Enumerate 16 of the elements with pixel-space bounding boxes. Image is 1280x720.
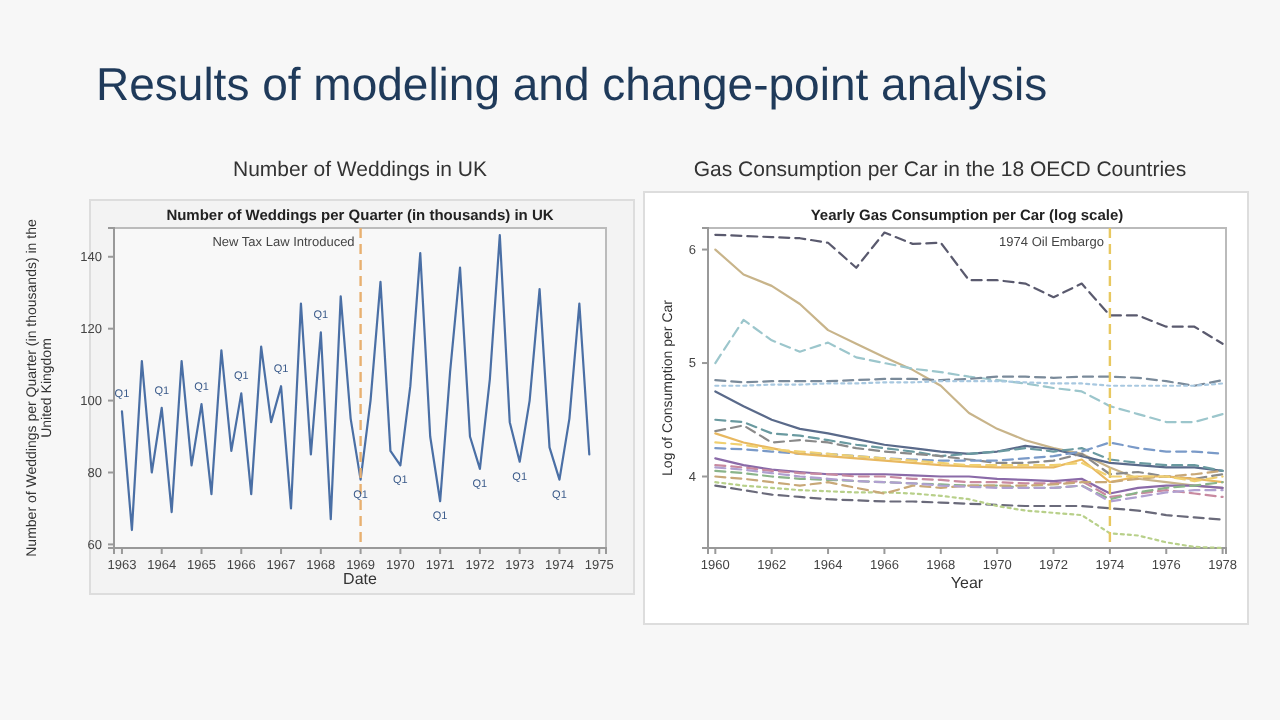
line-series — [714, 418, 1224, 472]
line-series — [714, 457, 1224, 495]
line-series — [714, 432, 1224, 484]
line-series — [714, 481, 1224, 550]
line-series — [714, 441, 1224, 462]
line-series — [714, 390, 1224, 472]
line-series — [714, 484, 1224, 521]
text: Results of modeling and change-point analysis — [96, 58, 1048, 110]
line-series — [714, 231, 1224, 345]
chart-title: Number of Weddings in UK — [232, 158, 488, 182]
line-series — [714, 318, 1224, 424]
line-series — [714, 424, 1224, 480]
line-series — [714, 441, 1224, 483]
x-axis-title: Year — [950, 574, 984, 592]
x-axis-title: Date — [343, 570, 378, 588]
chart-title: Gas Consumption per Car in the 18 OECD Countries — [693, 158, 1187, 182]
